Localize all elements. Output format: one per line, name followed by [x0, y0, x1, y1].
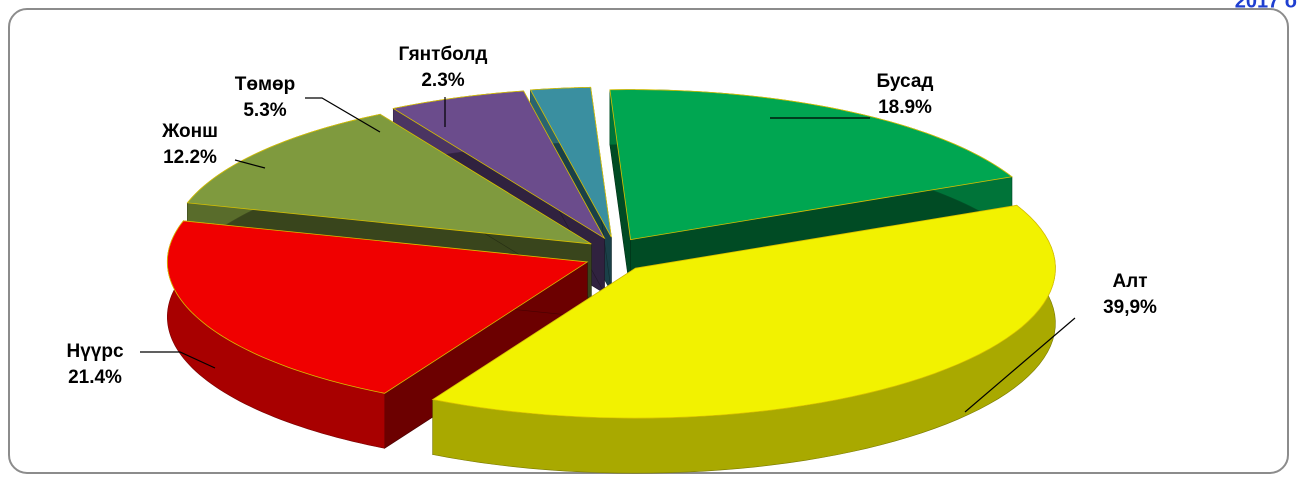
slice — [431, 204, 1056, 419]
leader-line — [140, 351, 216, 369]
value-label: 5.3% — [243, 100, 286, 121]
value-label: 12.2% — [163, 147, 217, 168]
slice — [186, 113, 592, 245]
leader-line — [234, 159, 266, 169]
slice — [609, 89, 1013, 241]
slice-label: Төмөр — [235, 74, 295, 95]
value-label: 2.3% — [421, 70, 464, 91]
slice — [529, 86, 612, 238]
slice-label: Алт — [1112, 271, 1147, 292]
slice-label: Бусад — [877, 71, 934, 92]
slice — [392, 90, 606, 240]
slice-label: Гянтболд — [399, 44, 488, 65]
slice-label: Жонш — [161, 121, 218, 142]
slice-label: Нүүрс — [66, 341, 123, 362]
value-label: 39,9% — [1103, 297, 1157, 318]
annotation: 2017 о — [1235, 0, 1297, 12]
value-label: 21.4% — [68, 367, 122, 388]
value-label: 18.9% — [878, 97, 932, 118]
leader-line — [964, 317, 1076, 413]
leader-line — [305, 97, 381, 133]
slice — [166, 220, 589, 394]
